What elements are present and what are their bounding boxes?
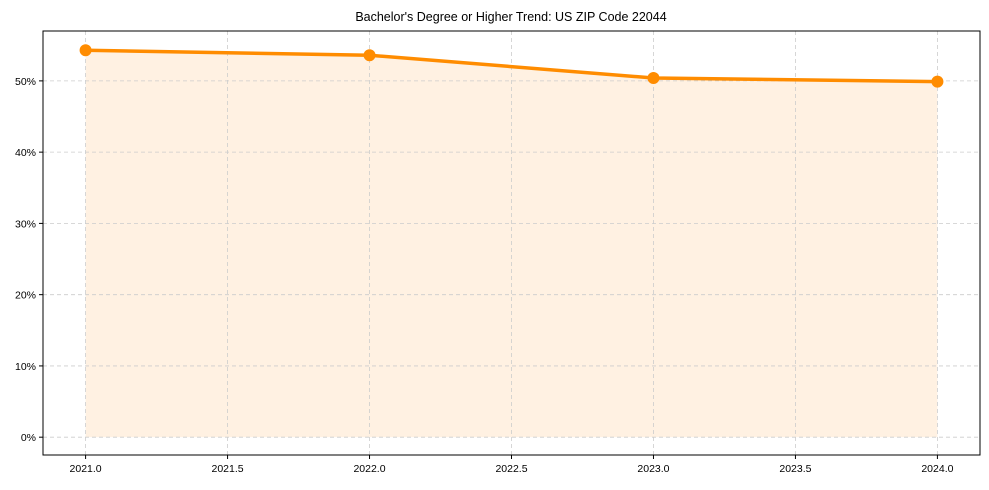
x-tick-label: 2023.5 [779,463,811,475]
y-tick-label: 40% [15,147,36,159]
data-point-marker [363,49,376,62]
x-tick-label: 2021.0 [70,463,102,475]
x-tick-label: 2023.0 [637,463,669,475]
x-tick-label: 2021.5 [211,463,243,475]
y-tick-label: 20% [15,290,36,302]
y-tick-label: 10% [15,361,36,373]
x-tick-label: 2022.5 [495,463,527,475]
y-axis: 0% 10% 20% 30% 40% 50% [15,76,43,444]
y-tick-label: 30% [15,218,36,230]
y-tick-label: 0% [21,432,36,444]
x-tick-label: 2024.0 [921,463,953,475]
x-tick-label: 2022.0 [353,463,385,475]
chart-title: Bachelor's Degree or Higher Trend: US ZI… [355,10,666,24]
x-axis: 2021.0 2021.5 2022.0 2022.5 2023.0 2023.5 2024… [70,455,954,475]
data-line [83,48,940,84]
y-tick-label: 50% [15,76,36,88]
data-markers [79,44,944,88]
data-point-marker [931,75,944,88]
data-point-marker [647,72,660,85]
plot-area [42,30,981,456]
data-point-marker [79,44,92,57]
